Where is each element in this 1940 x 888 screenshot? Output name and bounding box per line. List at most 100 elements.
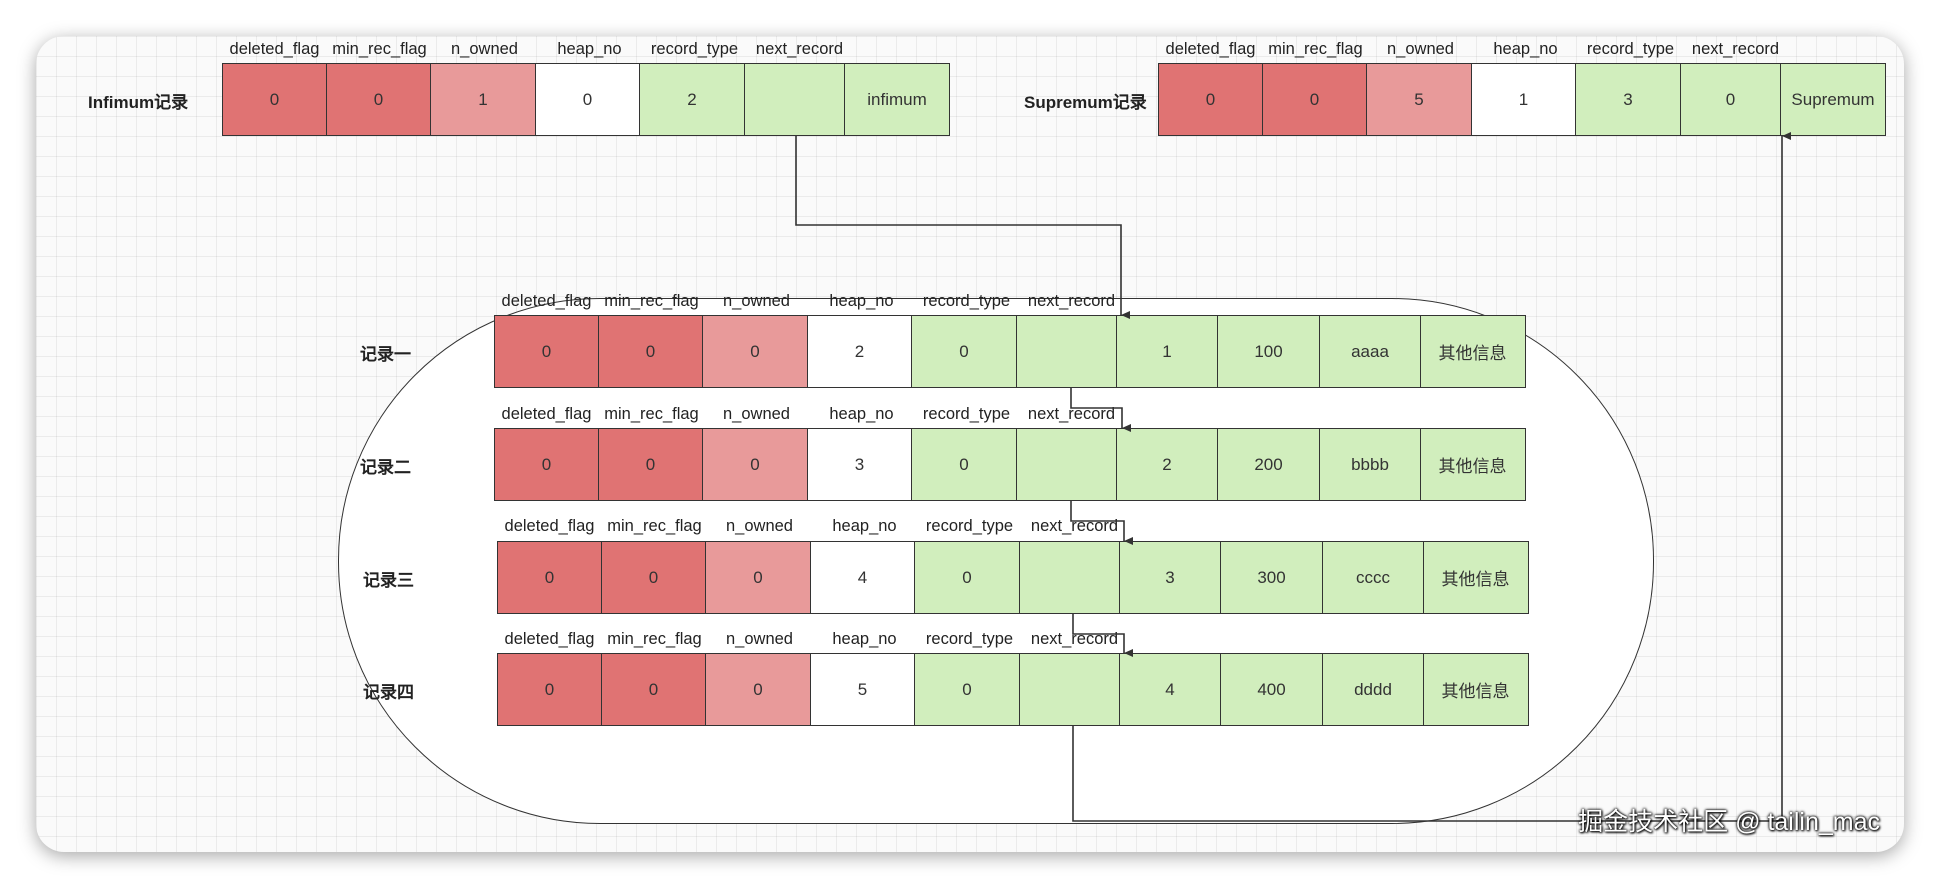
header-n-owned: n_owned — [726, 630, 793, 648]
header-n-owned: n_owned — [451, 40, 518, 58]
header-next-record: next_record — [1691, 40, 1780, 58]
supremum-data: Supremum — [1780, 63, 1886, 136]
header-record-type: record_type — [922, 405, 1011, 423]
record-3-other-info: 其他信息 — [1422, 541, 1529, 614]
record-4-other-info: 其他信息 — [1422, 653, 1529, 726]
header-min-rec-flag: min_rec_flag — [607, 630, 702, 648]
header-heap-no: heap_no — [832, 630, 897, 648]
record-3-n-owned: 0 — [705, 541, 811, 614]
record-1-id: 1 — [1116, 315, 1218, 388]
arrow-record-1-to-record-2 — [1070, 388, 1131, 432]
record-3: 0 0 0 4 0 3 300 cccc 其他信息 — [497, 541, 1529, 614]
header-record-type: record_type — [1586, 40, 1675, 58]
header-heap-no: heap_no — [832, 517, 897, 535]
header-next-record: next_record — [755, 40, 844, 58]
record-1-col-a: 100 — [1216, 315, 1321, 388]
record-4-n-owned: 0 — [705, 653, 811, 726]
header-record-type: record_type — [925, 517, 1014, 535]
header-min-rec-flag: min_rec_flag — [604, 292, 699, 310]
record-3-deleted-flag: 0 — [497, 541, 602, 614]
record-3-field-headers: deleted_flag min_rec_flag n_owned heap_n… — [497, 517, 1127, 536]
infimum-min-rec-flag: 0 — [325, 63, 432, 136]
header-min-rec-flag: min_rec_flag — [604, 405, 699, 423]
diagram-canvas: Infimum记录 deleted_flag min_rec_flag n_ow… — [36, 36, 1904, 852]
header-n-owned: n_owned — [723, 405, 790, 423]
header-heap-no: heap_no — [1493, 40, 1558, 58]
record-1-min-rec-flag: 0 — [597, 315, 704, 388]
watermark: 掘金技术社区 @ tailin_mac — [1578, 808, 1880, 836]
infimum-label: Infimum记录 — [88, 93, 189, 112]
record-2-min-rec-flag: 0 — [597, 428, 704, 501]
record-4-deleted-flag: 0 — [497, 653, 602, 726]
supremum-heap-no: 1 — [1470, 63, 1577, 136]
header-deleted-flag: deleted_flag — [501, 292, 592, 310]
header-deleted-flag: deleted_flag — [504, 630, 595, 648]
header-deleted-flag: deleted_flag — [504, 517, 595, 535]
header-heap-no: heap_no — [829, 405, 894, 423]
infimum-record-type: 2 — [639, 63, 745, 136]
supremum-field-headers: deleted_flag min_rec_flag n_owned heap_n… — [1158, 40, 1788, 59]
record-4-min-rec-flag: 0 — [600, 653, 707, 726]
header-record-type: record_type — [922, 292, 1011, 310]
record-2-label: 记录二 — [360, 458, 411, 477]
record-2-deleted-flag: 0 — [494, 428, 599, 501]
record-3-id: 3 — [1119, 541, 1221, 614]
supremum-next-record: 0 — [1679, 63, 1782, 136]
header-deleted-flag: deleted_flag — [229, 40, 320, 58]
record-4-col-a: 400 — [1219, 653, 1324, 726]
record-2-id: 2 — [1116, 428, 1218, 501]
header-min-rec-flag: min_rec_flag — [332, 40, 427, 58]
infimum-deleted-flag: 0 — [222, 63, 327, 136]
supremum-n-owned: 5 — [1366, 63, 1472, 136]
header-next-record: next_record — [1027, 405, 1116, 423]
supremum-label: Supremum记录 — [1024, 93, 1147, 112]
record-1: 0 0 0 2 0 1 100 aaaa 其他信息 — [494, 315, 1526, 388]
record-1-heap-no: 2 — [806, 315, 913, 388]
record-2-record-type: 0 — [911, 428, 1017, 501]
infimum-next-record — [743, 63, 846, 136]
header-min-rec-flag: min_rec_flag — [1268, 40, 1363, 58]
infimum-record: 0 0 1 0 2 infimum — [222, 63, 950, 136]
record-1-n-owned: 0 — [702, 315, 808, 388]
record-2-col-b: bbbb — [1319, 428, 1421, 501]
header-n-owned: n_owned — [726, 517, 793, 535]
arrow-record-4-to-supremum — [1072, 132, 1791, 822]
header-n-owned: n_owned — [723, 292, 790, 310]
record-4-record-type: 0 — [914, 653, 1020, 726]
record-4-next-record — [1018, 653, 1121, 726]
record-2-n-owned: 0 — [702, 428, 808, 501]
record-4-col-b: dddd — [1322, 653, 1424, 726]
header-next-record: next_record — [1027, 292, 1116, 310]
record-4-label: 记录四 — [363, 683, 414, 702]
header-deleted-flag: deleted_flag — [501, 405, 592, 423]
header-deleted-flag: deleted_flag — [1165, 40, 1256, 58]
pointer-arrows — [795, 132, 1791, 822]
record-3-label: 记录三 — [363, 571, 414, 590]
record-2: 0 0 0 3 0 2 200 bbbb 其他信息 — [494, 428, 1526, 501]
record-2-field-headers: deleted_flag min_rec_flag n_owned heap_n… — [494, 405, 1124, 424]
supremum-min-rec-flag: 0 — [1261, 63, 1368, 136]
header-record-type: record_type — [650, 40, 739, 58]
record-1-label: 记录一 — [360, 345, 411, 364]
record-4: 0 0 0 5 0 4 400 dddd 其他信息 — [497, 653, 1529, 726]
arrow-record-2-to-record-3 — [1070, 501, 1133, 545]
record-1-col-b: aaaa — [1319, 315, 1421, 388]
header-heap-no: heap_no — [829, 292, 894, 310]
record-4-id: 4 — [1119, 653, 1221, 726]
record-3-col-a: 300 — [1219, 541, 1324, 614]
record-3-next-record — [1018, 541, 1121, 614]
supremum-record: 0 0 5 1 3 0 Supremum — [1158, 63, 1886, 136]
arrow-infimum-to-record-1 — [795, 136, 1130, 319]
record-1-field-headers: deleted_flag min_rec_flag n_owned heap_n… — [494, 292, 1124, 311]
record-3-heap-no: 4 — [809, 541, 916, 614]
header-min-rec-flag: min_rec_flag — [607, 517, 702, 535]
header-n-owned: n_owned — [1387, 40, 1454, 58]
record-1-deleted-flag: 0 — [494, 315, 599, 388]
record-1-other-info: 其他信息 — [1419, 315, 1526, 388]
infimum-data: infimum — [844, 63, 950, 136]
record-2-other-info: 其他信息 — [1419, 428, 1526, 501]
arrow-record-3-to-record-4 — [1072, 614, 1133, 657]
record-3-min-rec-flag: 0 — [600, 541, 707, 614]
header-record-type: record_type — [925, 630, 1014, 648]
header-heap-no: heap_no — [557, 40, 622, 58]
